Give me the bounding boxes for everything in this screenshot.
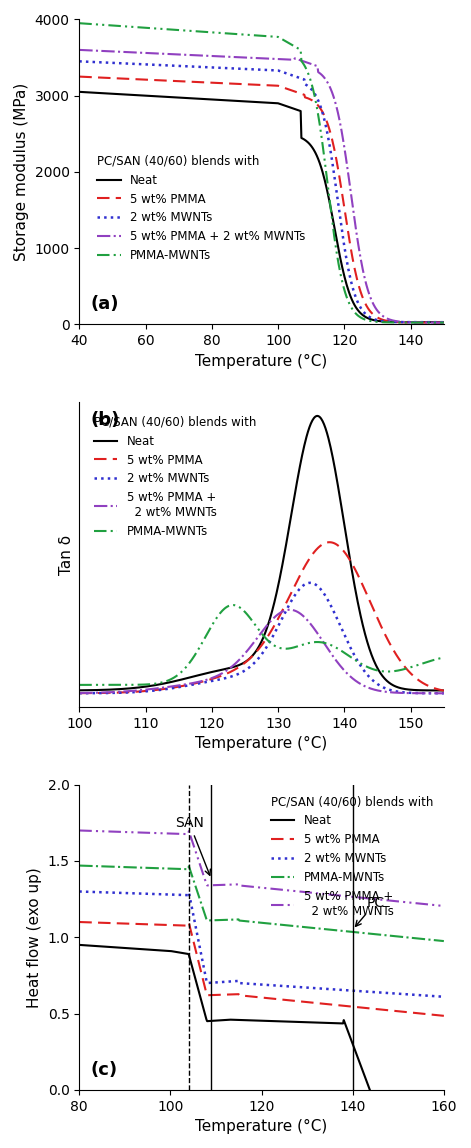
X-axis label: Temperature (°C): Temperature (°C): [195, 736, 328, 752]
Legend: Neat, 5 wt% PMMA, 2 wt% MWNTs, 5 wt% PMMA + 2 wt% MWNTs, PMMA-MWNTs: Neat, 5 wt% PMMA, 2 wt% MWNTs, 5 wt% PMM…: [92, 150, 310, 267]
Y-axis label: Heat flow (exo up): Heat flow (exo up): [27, 867, 42, 1008]
X-axis label: Temperature (°C): Temperature (°C): [195, 1119, 328, 1134]
Text: (a): (a): [90, 295, 119, 313]
Text: (b): (b): [90, 411, 120, 429]
Text: SAN: SAN: [175, 816, 211, 875]
Y-axis label: Storage modulus (MPa): Storage modulus (MPa): [14, 83, 29, 261]
Text: (c): (c): [90, 1061, 117, 1079]
Y-axis label: Tan δ: Tan δ: [59, 535, 74, 575]
X-axis label: Temperature (°C): Temperature (°C): [195, 354, 328, 369]
Legend: Neat, 5 wt% PMMA, 2 wt% MWNTs, PMMA-MWNTs, 5 wt% PMMA +
  2 wt% MWNTs: Neat, 5 wt% PMMA, 2 wt% MWNTs, PMMA-MWNT…: [266, 791, 438, 923]
Legend: Neat, 5 wt% PMMA, 2 wt% MWNTs, 5 wt% PMMA +
  2 wt% MWNTs, PMMA-MWNTs: Neat, 5 wt% PMMA, 2 wt% MWNTs, 5 wt% PMM…: [89, 411, 260, 543]
Text: PC: PC: [356, 895, 384, 926]
